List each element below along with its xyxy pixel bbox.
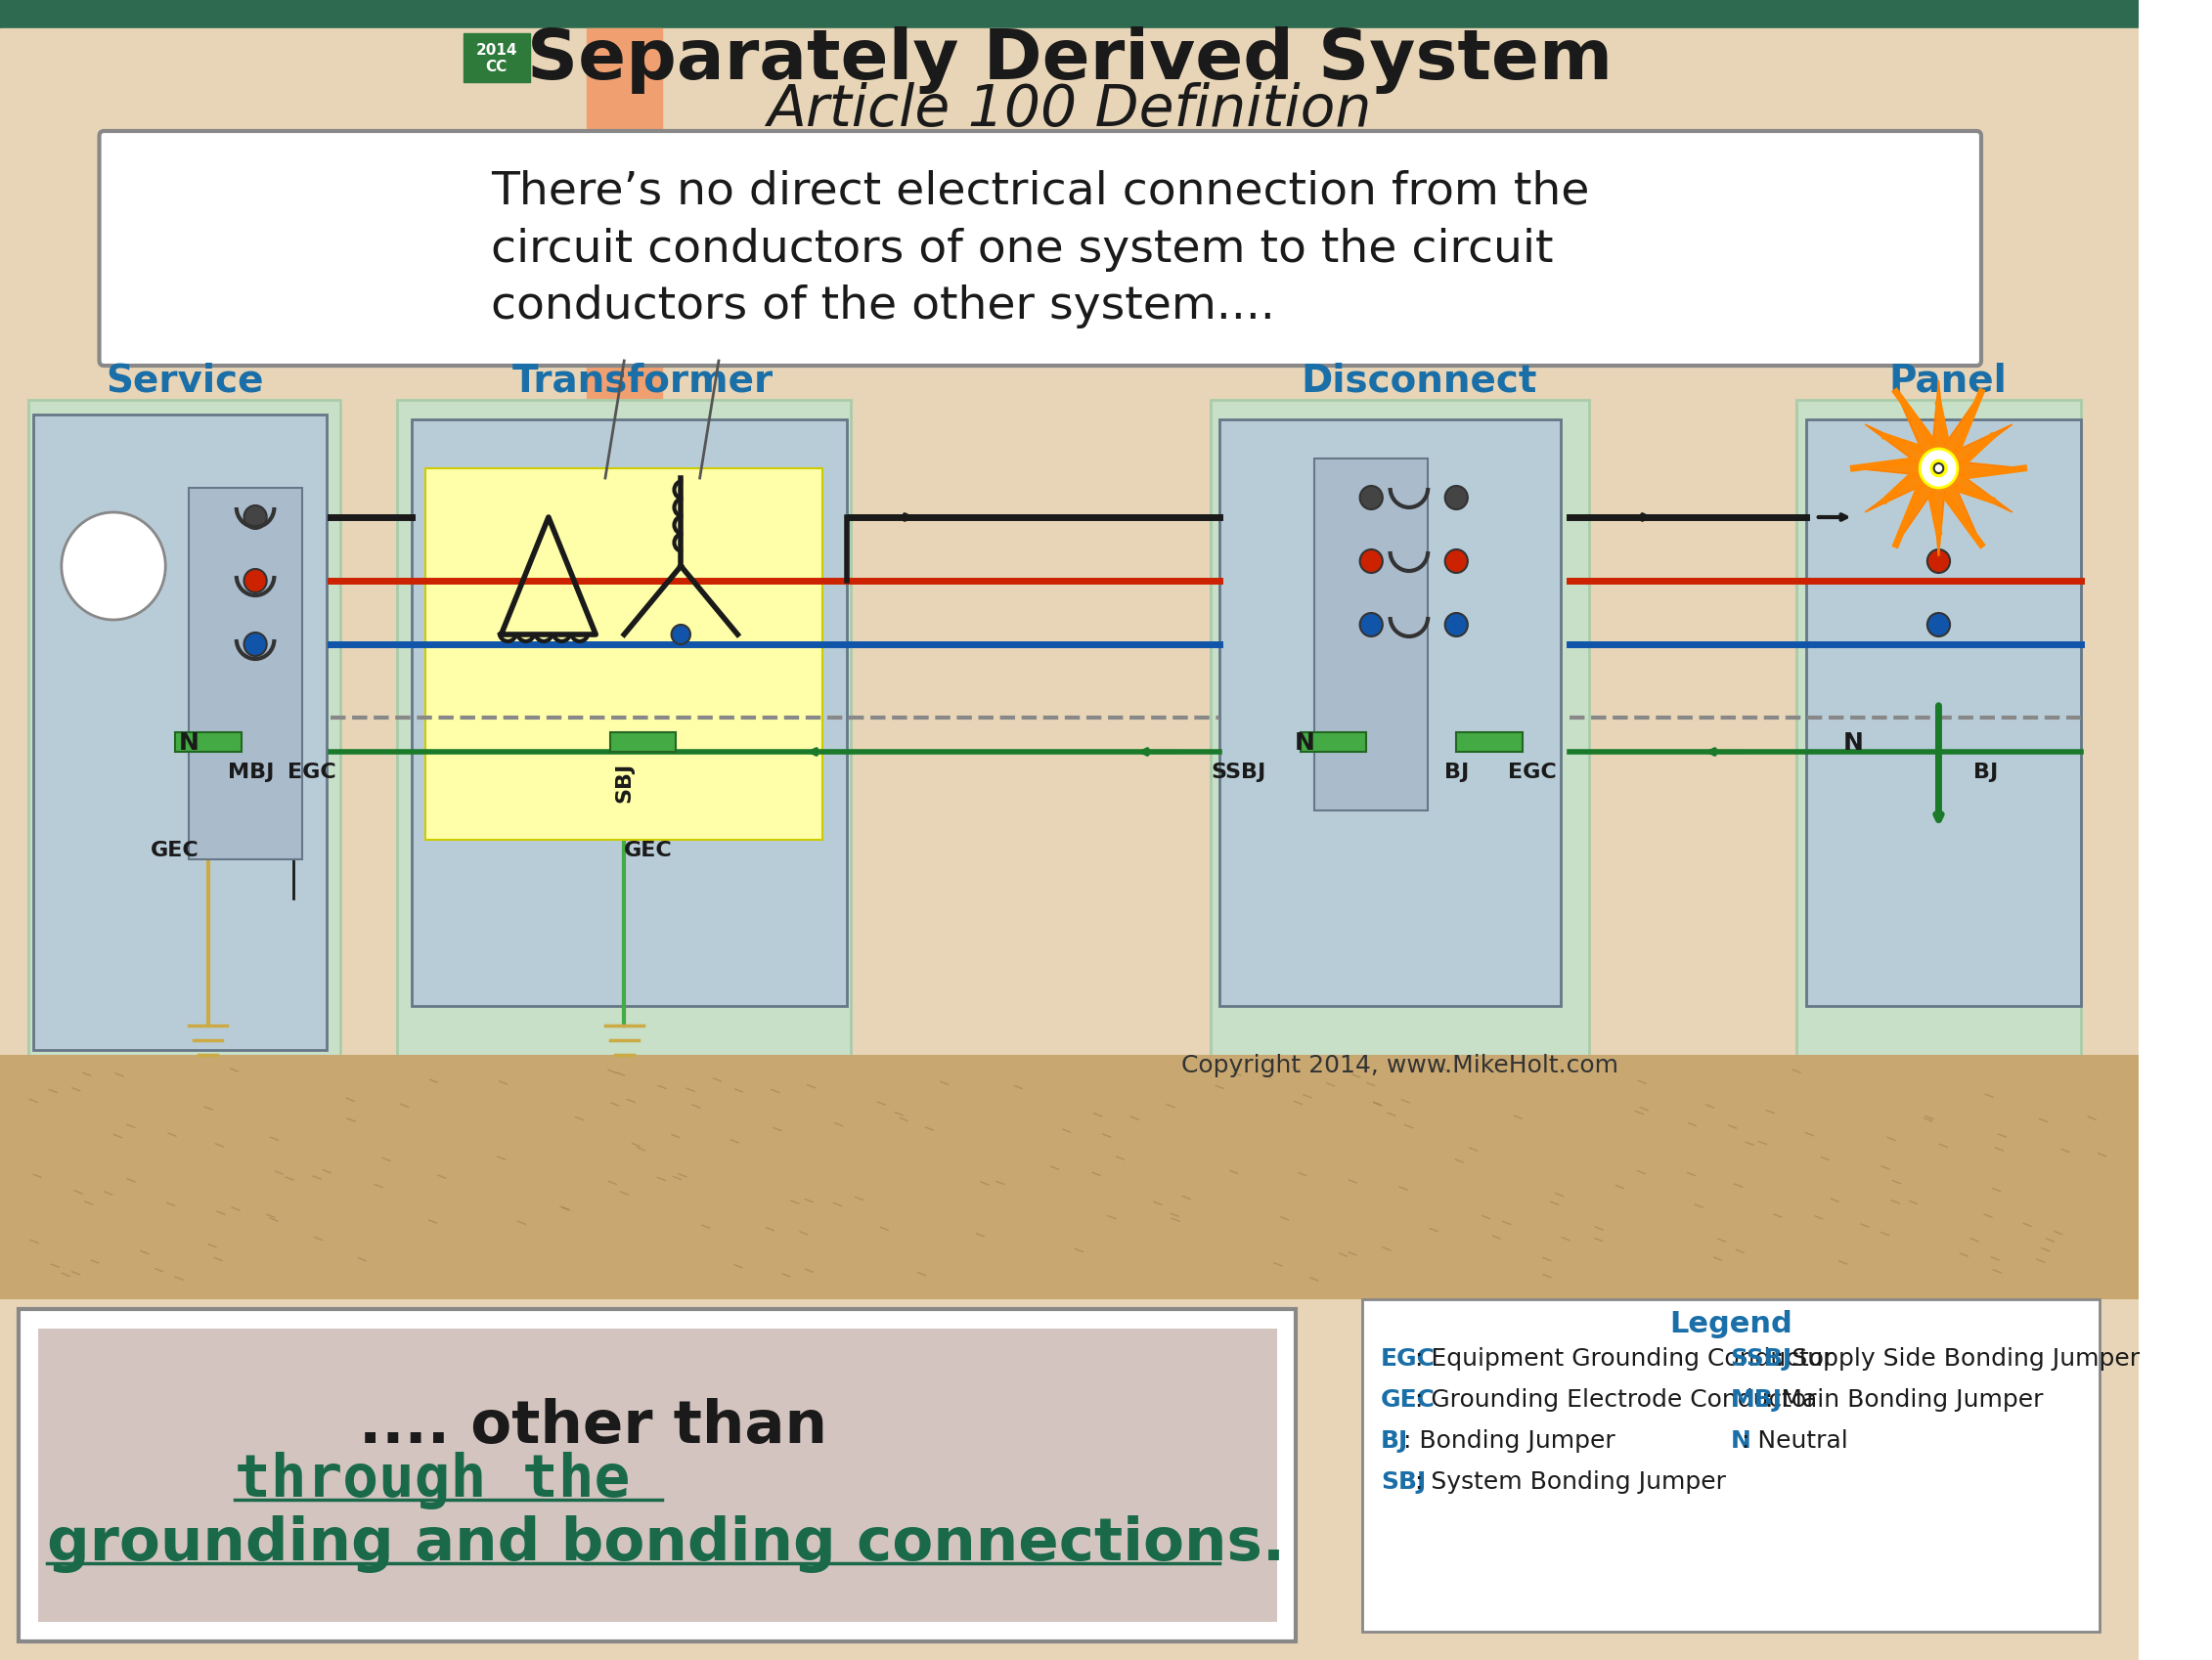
Text: : Grounding Electrode Conductor: : Grounding Electrode Conductor — [1416, 1388, 1816, 1411]
Text: Transformer: Transformer — [513, 362, 774, 400]
Bar — [1314, 460, 1429, 812]
Bar — [0, 0, 2139, 30]
Text: EGC: EGC — [1380, 1346, 1436, 1370]
Bar — [1455, 732, 1522, 752]
Bar — [20, 1310, 1296, 1642]
Text: N: N — [1294, 730, 1316, 754]
Circle shape — [243, 632, 268, 657]
Text: SBJ: SBJ — [1380, 1469, 1427, 1492]
Bar — [1301, 732, 1367, 752]
Text: : Neutral: : Neutral — [1741, 1429, 1849, 1452]
Text: There’s no direct electrical connection from the
circuit conductors of one syste: There’s no direct electrical connection … — [491, 169, 1590, 329]
Bar — [175, 732, 241, 752]
Bar — [190, 488, 303, 860]
Text: SSBJ: SSBJ — [1730, 1346, 1792, 1370]
Text: GEC: GEC — [1380, 1388, 1436, 1411]
Text: Separately Derived System: Separately Derived System — [526, 27, 1613, 95]
Text: BJ: BJ — [1380, 1429, 1409, 1452]
Text: GEC: GEC — [150, 840, 199, 860]
Text: : Equipment Grounding Conductor: : Equipment Grounding Conductor — [1416, 1346, 1834, 1370]
Text: N: N — [1843, 730, 1865, 754]
Bar — [411, 420, 847, 1006]
Circle shape — [1444, 486, 1469, 510]
Text: Legend: Legend — [1670, 1310, 1792, 1338]
Text: grounding and bonding connections.: grounding and bonding connections. — [46, 1516, 1285, 1572]
Circle shape — [672, 626, 690, 644]
Text: .... other than: .... other than — [358, 1398, 849, 1456]
Bar — [1221, 420, 1559, 1006]
Text: MBJ: MBJ — [228, 762, 274, 782]
Text: Disconnect: Disconnect — [1301, 362, 1537, 400]
Bar — [425, 470, 823, 840]
Text: SSBJ: SSBJ — [1212, 762, 1265, 782]
Circle shape — [1360, 486, 1382, 510]
Circle shape — [62, 513, 166, 621]
Text: through the: through the — [234, 1451, 630, 1509]
Text: 2014
CC: 2014 CC — [476, 43, 518, 75]
Circle shape — [243, 569, 268, 593]
Bar — [29, 400, 341, 1084]
Circle shape — [243, 506, 268, 530]
Bar — [1363, 1300, 2099, 1632]
Circle shape — [1444, 614, 1469, 637]
Polygon shape — [1854, 382, 2024, 556]
Bar — [33, 415, 325, 1051]
Circle shape — [1929, 460, 1949, 478]
Polygon shape — [1854, 382, 2024, 556]
Text: N: N — [179, 730, 199, 754]
Text: : Main Bonding Jumper: : Main Bonding Jumper — [1765, 1388, 2044, 1411]
Text: BJ: BJ — [1444, 762, 1469, 782]
Circle shape — [1360, 549, 1382, 573]
Bar — [462, 35, 529, 83]
Text: : Supply Side Bonding Jumper: : Supply Side Bonding Jumper — [1776, 1346, 2139, 1370]
Circle shape — [1927, 549, 1951, 573]
Circle shape — [1933, 465, 1944, 473]
FancyBboxPatch shape — [100, 131, 1982, 367]
Bar — [1807, 420, 2081, 1006]
Circle shape — [1920, 450, 1958, 488]
Circle shape — [1927, 614, 1951, 637]
Text: Copyright 2014, www.MikeHolt.com: Copyright 2014, www.MikeHolt.com — [1181, 1052, 1619, 1077]
Text: MBJ: MBJ — [1730, 1388, 1783, 1411]
Text: EGC: EGC — [1509, 762, 1557, 782]
Bar — [1210, 400, 1588, 1084]
Text: SBJ: SBJ — [615, 762, 635, 802]
Text: EGC: EGC — [288, 762, 336, 782]
Circle shape — [1444, 549, 1469, 573]
Circle shape — [1360, 614, 1382, 637]
Text: GEC: GEC — [624, 840, 672, 860]
Text: Article 100 Definition: Article 100 Definition — [768, 81, 1371, 138]
Bar — [38, 1328, 1276, 1622]
Bar — [398, 400, 852, 1084]
Text: BJ: BJ — [1973, 762, 1997, 782]
Text: Service: Service — [106, 362, 263, 400]
Text: Panel: Panel — [1889, 362, 2006, 400]
Text: N: N — [1730, 1429, 1752, 1452]
Bar — [611, 732, 677, 752]
Text: : System Bonding Jumper: : System Bonding Jumper — [1416, 1469, 1725, 1492]
Bar — [1796, 400, 2081, 1084]
Bar — [0, 1056, 2139, 1300]
Text: : Bonding Jumper: : Bonding Jumper — [1402, 1429, 1615, 1452]
Bar — [586, 30, 661, 1104]
